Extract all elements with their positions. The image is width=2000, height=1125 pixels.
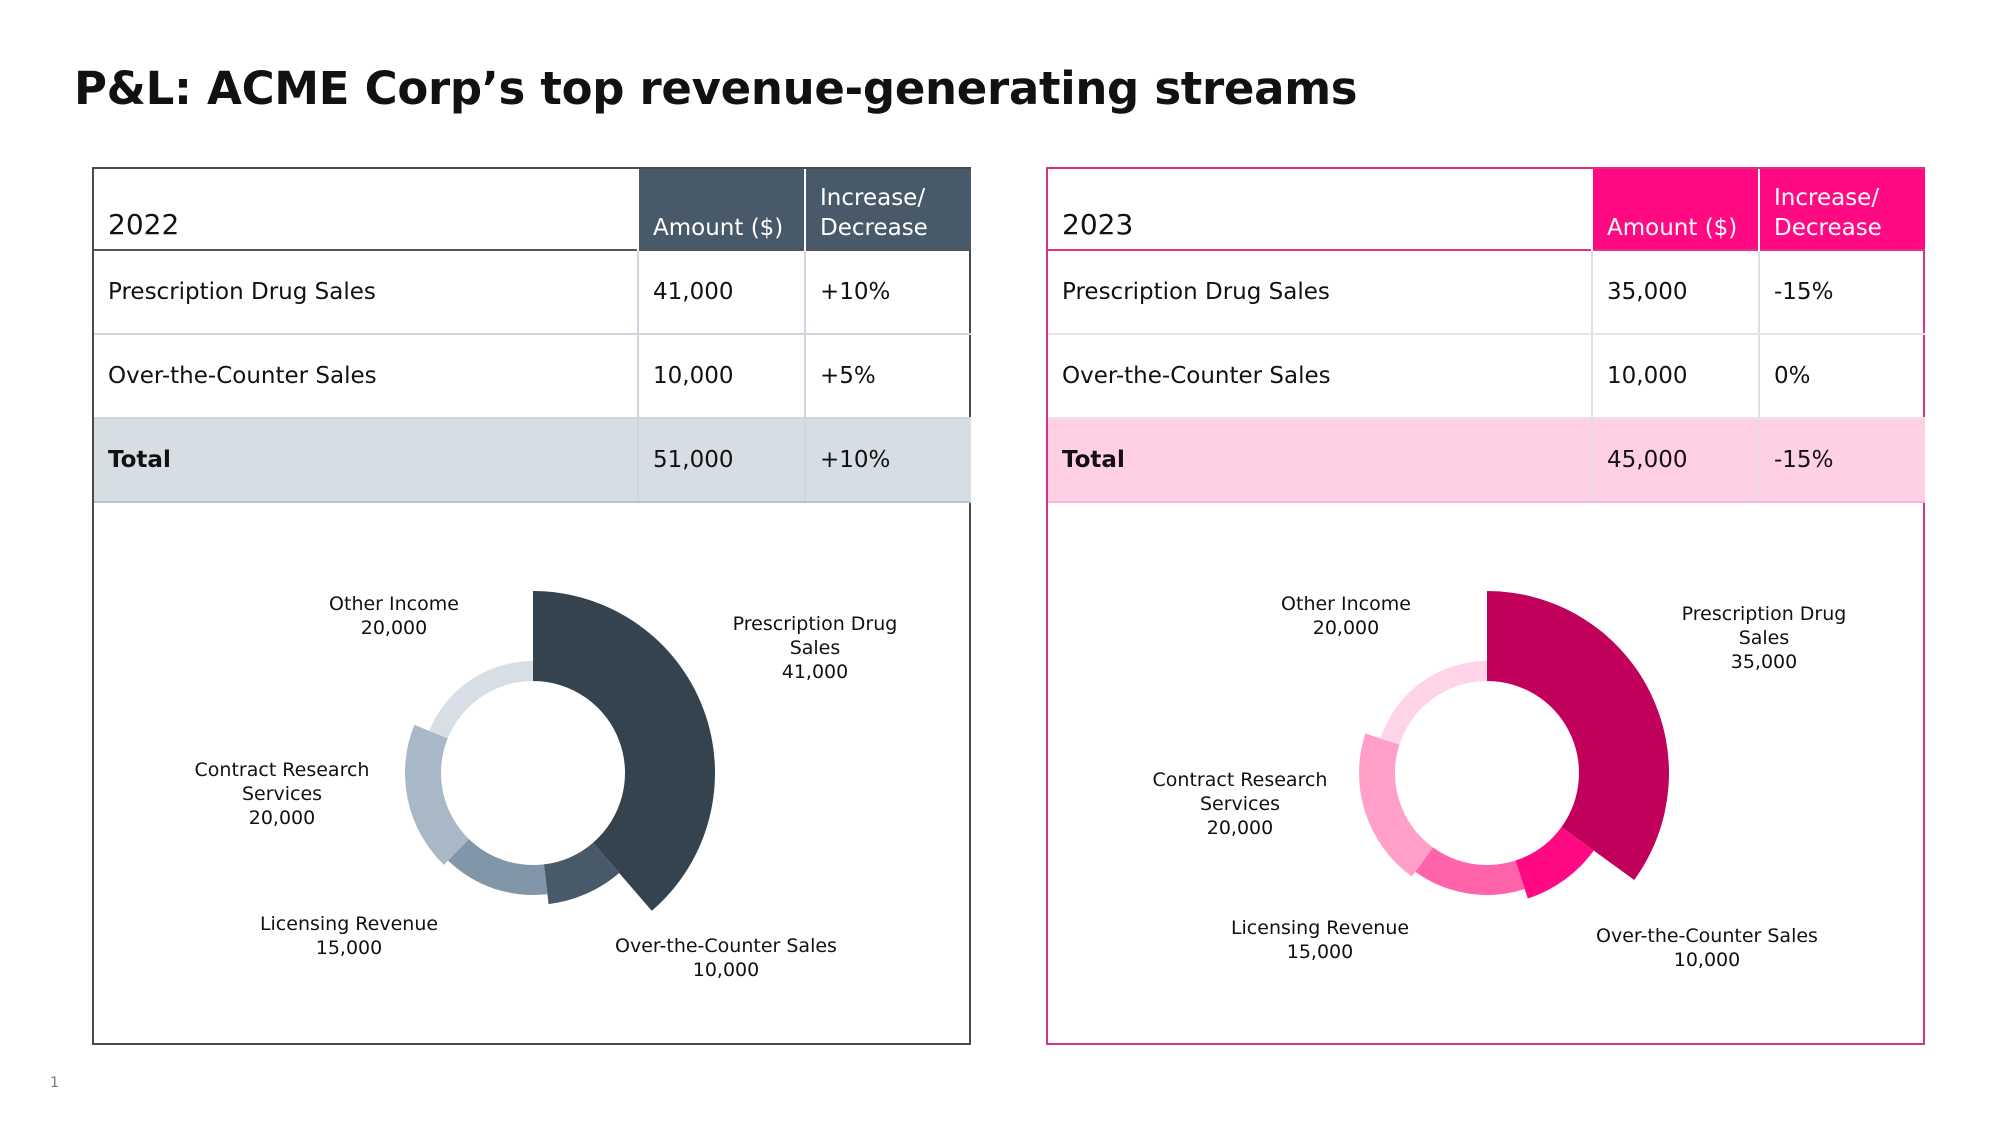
pl-table-2022: 2022 Amount ($) Increase/ Decrease Presc…	[94, 169, 971, 503]
row-label: Over-the-Counter Sales	[1048, 334, 1592, 419]
change-header-line2: Decrease	[820, 215, 928, 241]
donut-slice-1-2	[1415, 847, 1525, 895]
change-header: Increase/ Decrease	[1758, 169, 1925, 250]
year-header: 2023	[1062, 208, 1134, 241]
slice-label-0-0: Prescription Drug Sales 41,000	[733, 613, 898, 683]
slice-label-1-0: Prescription Drug Sales 35,000	[1682, 603, 1847, 673]
donut-slice-0-1	[543, 842, 620, 905]
change-header-line1: Increase/	[1774, 185, 1880, 211]
table-header-row: 2023 Amount ($) Increase/ Decrease	[1048, 169, 1925, 250]
donut-slice-1-0	[1487, 591, 1670, 880]
change-header-line2: Decrease	[1774, 215, 1882, 241]
amount-header: Amount ($)	[637, 169, 805, 250]
row-label: Total	[94, 418, 638, 503]
row-label: Over-the-Counter Sales	[94, 334, 638, 419]
donut-slice-1-3	[1358, 733, 1433, 877]
change-header-line1: Increase/	[820, 185, 926, 211]
slice-label-1-4: Other Income 20,000	[1281, 593, 1411, 639]
year-header: 2022	[108, 208, 180, 241]
slice-label-1-3: Contract Research Services 20,000	[1153, 769, 1328, 839]
donut-slice-0-2	[448, 839, 548, 895]
donut-slice-0-0	[533, 591, 715, 911]
row-amount: 45,000	[1591, 418, 1759, 503]
donut-slice-1-4	[1380, 661, 1487, 745]
donut-slice-1-1	[1515, 827, 1594, 899]
row-change: -15%	[1758, 250, 1925, 335]
row-amount: 41,000	[637, 250, 805, 335]
pl-table-2023: 2023 Amount ($) Increase/ Decrease Presc…	[1048, 169, 1925, 503]
table-header-row: 2022 Amount ($) Increase/ Decrease	[94, 169, 971, 250]
row-change: -15%	[1758, 418, 1925, 503]
row-amount: 10,000	[1591, 334, 1759, 419]
slice-label-0-4: Other Income 20,000	[329, 593, 459, 639]
table-row: Prescription Drug Sales 35,000 -15%	[1048, 250, 1925, 335]
row-change: +5%	[804, 334, 971, 419]
change-header: Increase/ Decrease	[804, 169, 971, 250]
table-row: Over-the-Counter Sales 10,000 0%	[1048, 334, 1925, 419]
row-change: 0%	[1758, 334, 1925, 419]
slice-label-1-2: Licensing Revenue 15,000	[1231, 917, 1409, 963]
total-row: Total 51,000 +10%	[94, 418, 971, 503]
table-row: Over-the-Counter Sales 10,000 +5%	[94, 334, 971, 419]
slice-label-0-1: Over-the-Counter Sales 10,000	[615, 935, 837, 981]
row-label: Total	[1048, 418, 1592, 503]
row-change: +10%	[804, 250, 971, 335]
panel-2023: 2023 Amount ($) Increase/ Decrease Presc…	[1046, 167, 1925, 1045]
row-amount: 10,000	[637, 334, 805, 419]
amount-header: Amount ($)	[1591, 169, 1759, 250]
page-title: P&L: ACME Corp’s top revenue-generating …	[74, 62, 1358, 115]
row-amount: 51,000	[637, 418, 805, 503]
slice-label-1-1: Over-the-Counter Sales 10,000	[1596, 925, 1818, 971]
row-amount: 35,000	[1591, 250, 1759, 335]
row-label: Prescription Drug Sales	[94, 250, 638, 335]
row-change: +10%	[804, 418, 971, 503]
slice-label-0-3: Contract Research Services 20,000	[195, 759, 370, 829]
donut-slice-0-3	[404, 724, 469, 865]
donut-slice-0-4	[429, 661, 533, 739]
page-number: 1	[50, 1075, 59, 1091]
total-row: Total 45,000 -15%	[1048, 418, 1925, 503]
row-label: Prescription Drug Sales	[1048, 250, 1592, 335]
panel-2022: 2022 Amount ($) Increase/ Decrease Presc…	[92, 167, 971, 1045]
table-row: Prescription Drug Sales 41,000 +10%	[94, 250, 971, 335]
slice-label-0-2: Licensing Revenue 15,000	[260, 913, 438, 959]
